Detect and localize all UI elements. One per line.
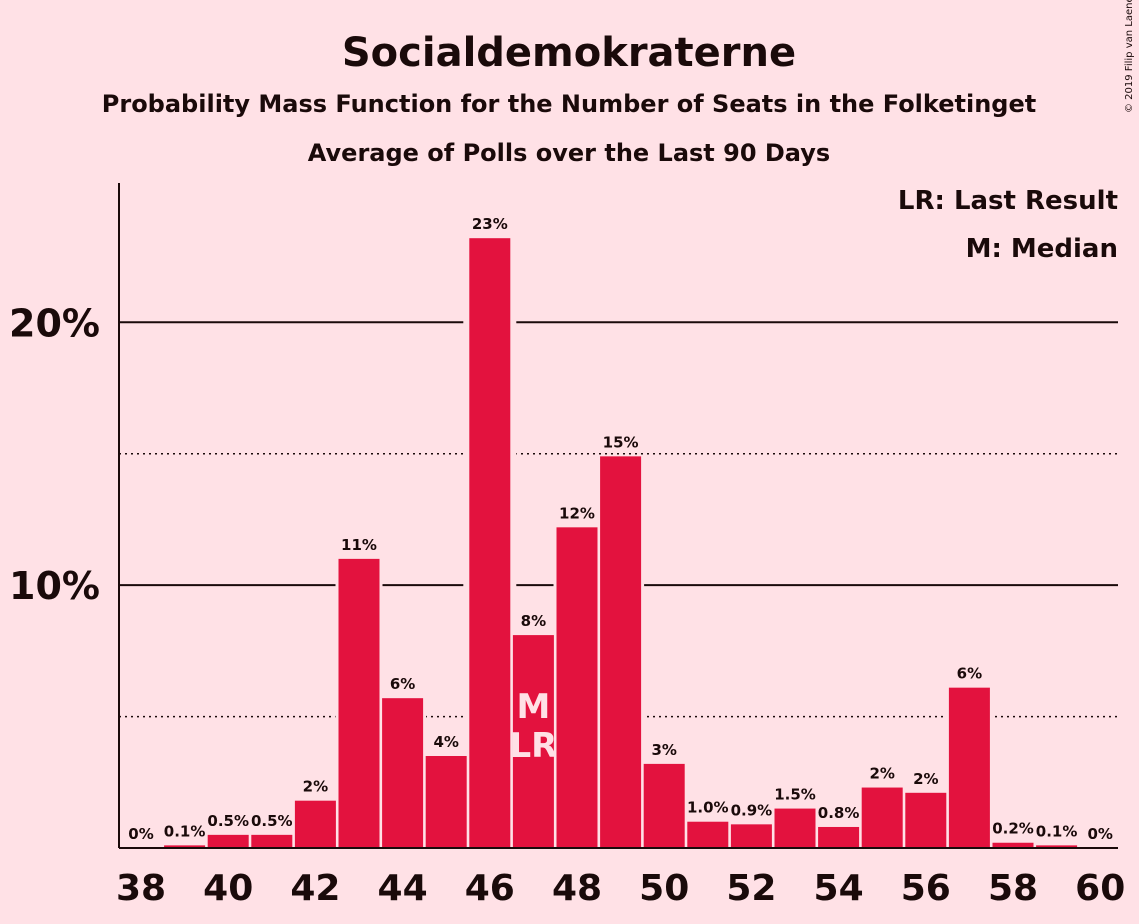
data-label: 0% [128,825,153,843]
data-label: 2% [303,778,328,796]
data-label: 2% [913,770,938,788]
axes: 10% 20% 38 40 42 44 46 48 50 52 54 56 58 60 [9,183,1125,909]
data-labels: 0% 0.1%0.5% 0.5%2%11%6%4%23%8%12%15%3%1.0%… [128,215,1113,843]
data-label: 1.5% [774,786,816,804]
bar [251,834,293,848]
data-label: 0.9% [731,801,773,819]
bar [207,834,249,848]
bar [164,845,206,848]
chart-subtitle: Probability Mass Function for the Number… [102,90,1036,118]
median-marker: M [516,687,550,727]
x-tick-label: 46 [465,868,515,909]
data-label: 12% [559,504,595,522]
data-label: 2% [869,765,894,783]
legend-median: M: Median [966,234,1118,264]
data-label: 0% [1087,825,1112,843]
bar [861,787,903,848]
bar [294,800,336,848]
y-tick-label: 10% [9,564,100,608]
x-tick-label: 40 [203,868,253,909]
bar [556,527,598,848]
data-label: 1.0% [687,799,729,817]
x-tick-label: 42 [290,868,340,909]
bar [382,698,424,848]
bar [425,756,467,848]
x-tick-label: 58 [988,868,1038,909]
x-tick-label: 60 [1075,868,1125,909]
x-tick-label: 38 [116,868,166,909]
data-label: 11% [341,536,377,554]
bar [643,763,685,848]
data-label: 23% [472,215,508,233]
data-label: 0.5% [207,812,249,830]
data-label: 0.1% [1036,822,1078,840]
x-tick-label: 54 [814,868,864,909]
chart-subtitle-2: Average of Polls over the Last 90 Days [308,139,830,167]
data-label: 0.8% [818,804,860,822]
data-label: 0.2% [992,820,1034,838]
data-label: 0.5% [251,812,293,830]
x-tick-label: 50 [639,868,689,909]
data-label: 0.1% [164,822,206,840]
x-tick-label: 48 [552,868,602,909]
bar [600,456,642,848]
data-label: 6% [390,675,415,693]
bar [818,826,860,848]
bars [164,238,1078,848]
x-tick-label: 52 [726,868,776,909]
bar [730,824,772,848]
data-label: 6% [957,665,982,683]
chart-title: Socialdemokraterne [342,30,796,76]
bar [948,687,990,848]
bar [338,558,380,848]
bar [687,821,729,848]
y-tick-label: 20% [9,301,100,345]
bar [992,842,1034,848]
copyright-text: © 2019 Filip van Laenen [1124,0,1135,113]
bar [905,792,947,848]
data-label: 8% [521,612,546,630]
x-tick-label: 44 [378,868,428,909]
bar [774,808,816,848]
bar [469,238,511,848]
bar [512,635,554,848]
data-label: 15% [603,433,639,451]
legend-last-result: LR: Last Result [898,186,1118,216]
bar [1036,845,1078,848]
data-label: 3% [651,741,676,759]
x-tick-label: 56 [901,868,951,909]
data-label: 4% [433,733,458,751]
last-result-marker: LR [509,726,557,766]
